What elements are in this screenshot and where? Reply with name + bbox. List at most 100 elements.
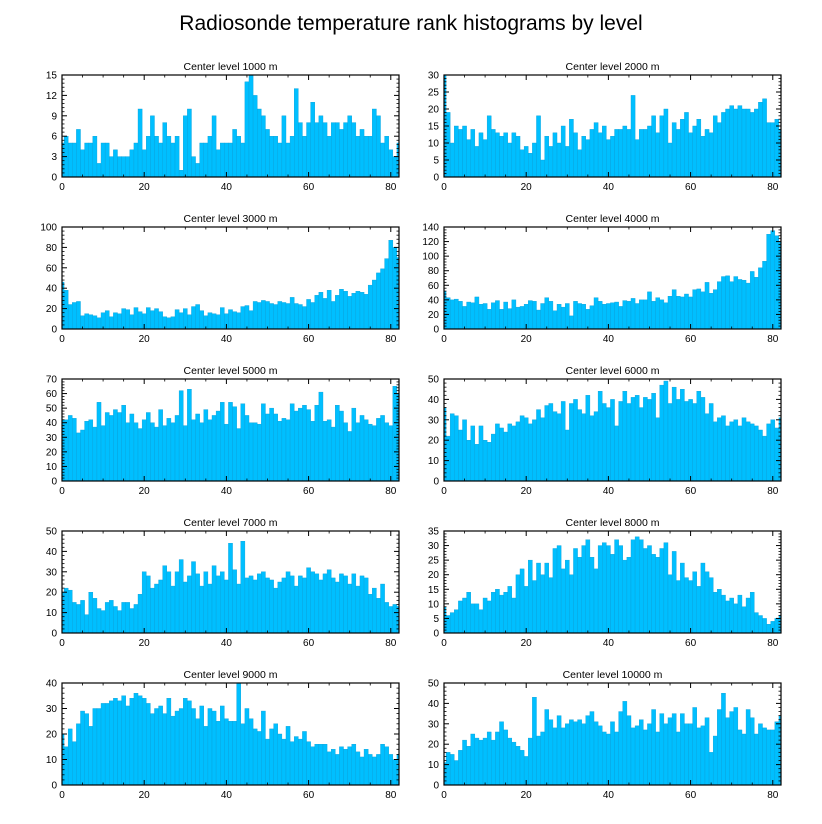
- histogram-bar: [729, 597, 734, 634]
- histogram-bar: [733, 419, 739, 482]
- x-tick-label: 0: [59, 486, 65, 497]
- histogram-bar: [684, 293, 689, 330]
- histogram-bar: [725, 108, 730, 178]
- histogram-bar: [519, 149, 525, 178]
- histogram-bar: [741, 606, 747, 634]
- y-tick-label: 120: [422, 237, 439, 248]
- histogram-bar: [704, 129, 710, 178]
- panel-4: Center level 4000 m 0 20 40 60 80 0 20 40 60 80 100…: [422, 213, 782, 345]
- histogram-bar: [281, 577, 287, 634]
- histogram-bar: [351, 122, 357, 178]
- bar-series: [61, 386, 400, 482]
- histogram-bar: [150, 310, 155, 330]
- histogram-bar: [560, 727, 566, 786]
- histogram-bar: [741, 417, 747, 482]
- histogram-bar: [606, 407, 611, 482]
- histogram-bar: [195, 718, 200, 786]
- histogram-bar: [84, 421, 89, 482]
- histogram-bar: [100, 703, 106, 786]
- histogram-bar: [240, 306, 246, 330]
- x-tick-label: 20: [139, 486, 151, 497]
- histogram-bar: [671, 289, 677, 330]
- histogram-bar: [343, 122, 348, 178]
- histogram-bar: [125, 156, 131, 178]
- histogram-bar: [519, 568, 525, 634]
- histogram-bar: [725, 600, 730, 634]
- histogram-bar: [749, 423, 755, 482]
- histogram-bar: [277, 142, 283, 178]
- histogram-bar: [326, 135, 332, 178]
- histogram-bar: [766, 234, 771, 330]
- histogram-bar: [614, 301, 619, 330]
- histogram-bar: [343, 575, 348, 634]
- histogram-bar: [384, 746, 389, 786]
- histogram-bar: [573, 721, 578, 786]
- histogram-bar: [302, 135, 307, 178]
- histogram-bar: [232, 569, 237, 634]
- histogram-bar: [602, 125, 607, 178]
- histogram-bar: [486, 115, 492, 178]
- histogram-bar: [721, 415, 726, 482]
- histogram-bar: [133, 307, 139, 330]
- histogram-bar: [643, 397, 648, 482]
- histogram-bar: [244, 81, 250, 178]
- y-tick-label: 0: [51, 325, 57, 336]
- panel-9: Center level 9000 m 0 20 40 60 80 0 10 20 30 40: [46, 669, 400, 801]
- histogram-bar: [634, 395, 640, 482]
- histogram-bar: [696, 288, 702, 330]
- histogram-bar: [511, 425, 517, 482]
- histogram-bar: [680, 296, 685, 330]
- histogram-bar: [244, 305, 250, 330]
- histogram-bar: [109, 415, 114, 482]
- histogram-bar: [482, 303, 488, 330]
- histogram-bar: [96, 402, 102, 482]
- histogram-bar: [298, 575, 303, 634]
- histogram-bar: [302, 306, 307, 330]
- histogram-bar: [220, 705, 225, 786]
- bar-series: [443, 74, 782, 178]
- x-tick-label: 40: [603, 334, 615, 345]
- histogram-bar: [593, 568, 599, 634]
- histogram-bar: [523, 586, 529, 634]
- histogram-bar: [137, 695, 143, 786]
- histogram-bar: [470, 425, 476, 482]
- histogram-bar: [306, 409, 311, 482]
- histogram-bar: [129, 698, 135, 786]
- histogram-bar: [536, 735, 541, 786]
- histogram-bar: [462, 125, 467, 178]
- histogram-bar: [207, 419, 213, 482]
- histogram-bar: [663, 302, 669, 330]
- histogram-bar: [577, 719, 582, 786]
- histogram-bar: [511, 132, 517, 178]
- histogram-bar: [725, 425, 730, 482]
- histogram-bar: [745, 108, 751, 178]
- histogram-bar: [376, 418, 381, 482]
- histogram-bar: [187, 389, 192, 482]
- histogram-bar: [367, 135, 373, 178]
- histogram-bar: [626, 129, 632, 178]
- histogram-bar: [647, 723, 652, 786]
- histogram-bar: [688, 723, 693, 786]
- x-tick-label: 0: [441, 182, 447, 193]
- histogram-bar: [137, 108, 143, 178]
- histogram-bar: [146, 135, 151, 178]
- histogram-bar: [240, 142, 246, 178]
- histogram-bar: [507, 142, 513, 178]
- histogram-bar: [630, 727, 636, 786]
- histogram-bar: [676, 129, 681, 178]
- histogram-bar: [232, 406, 237, 482]
- histogram-bar: [92, 598, 98, 634]
- histogram-bar: [195, 163, 200, 178]
- histogram-bar: [187, 700, 192, 786]
- plot-frame: [61, 378, 400, 482]
- histogram-bar: [523, 417, 529, 482]
- histogram-bar: [376, 754, 381, 786]
- histogram-bar: [343, 749, 348, 786]
- histogram-bar: [766, 729, 771, 786]
- histogram-bar: [647, 291, 652, 330]
- histogram-bar: [367, 284, 373, 330]
- histogram-bar: [257, 731, 262, 786]
- plot-frame: [61, 530, 400, 634]
- histogram-bar: [310, 101, 315, 178]
- histogram-bar: [277, 421, 283, 482]
